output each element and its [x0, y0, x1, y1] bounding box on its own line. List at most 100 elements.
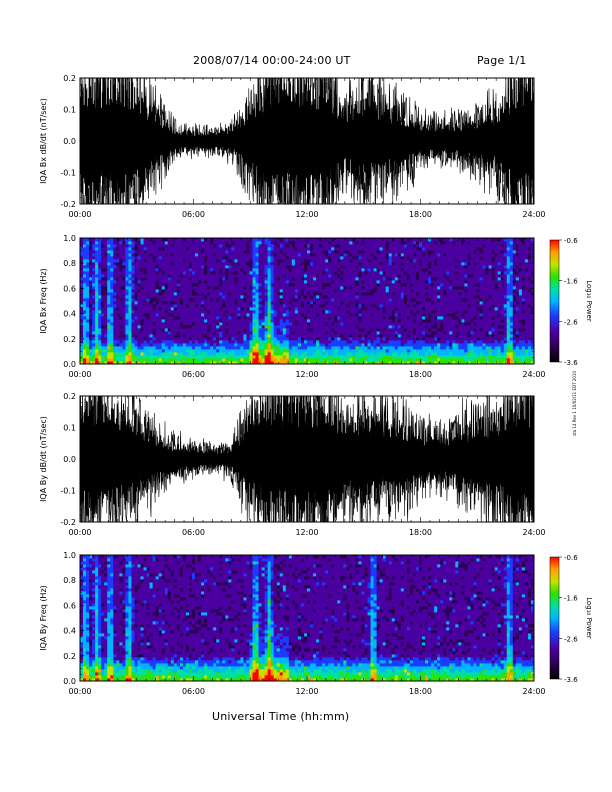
spectrogram-cell: [300, 310, 305, 314]
spectrogram-cell: [225, 283, 229, 287]
spectrogram-cell: [134, 319, 138, 323]
spectrogram-cell: [294, 295, 299, 299]
spectrogram-cell: [173, 316, 178, 320]
spectrogram-cell: [131, 292, 135, 296]
spectrogram-cell: [237, 307, 241, 311]
spectrogram-cell: [86, 301, 90, 305]
spectrogram-cell: [252, 319, 256, 323]
spectrogram-cell: [294, 289, 299, 293]
spectrogram-cell: [243, 238, 247, 242]
spectrogram-cell: [400, 304, 405, 308]
spectrogram-cell: [134, 268, 138, 272]
spectrogram-cell: [119, 361, 123, 364]
spectrogram-cell: [146, 256, 151, 260]
spectrogram-cell: [191, 301, 196, 305]
spectrogram-cell: [167, 301, 172, 305]
spectrogram-cell: [240, 319, 244, 323]
spectrogram-cell: [343, 271, 347, 275]
spectrogram-cell: [234, 340, 238, 344]
spectrogram-cell: [388, 319, 393, 323]
spectrogram-cell: [394, 328, 399, 332]
spectrogram-cell: [140, 304, 144, 308]
spectrogram-cell: [95, 358, 99, 362]
spectrogram-cell: [422, 247, 426, 251]
spectrogram-cell: [249, 274, 253, 278]
spectrogram-cell: [255, 325, 259, 329]
spectrogram-cell: [294, 277, 299, 281]
spectrogram-cell: [176, 286, 181, 290]
spectrogram-cell: [361, 286, 365, 290]
spectrogram-cell: [210, 334, 214, 338]
spectrogram-cell: [149, 301, 154, 305]
spectrogram-cell: [252, 343, 256, 347]
spectrogram-cell: [140, 331, 144, 335]
spectrogram-cell: [146, 298, 151, 302]
spectrogram-cell: [328, 244, 332, 248]
spectrogram-cell: [143, 238, 147, 242]
spectrogram-cell: [319, 298, 323, 302]
spectrogram-cell: [191, 340, 196, 344]
spectrogram-cell: [307, 331, 311, 335]
spectrogram-cell: [158, 256, 163, 260]
spectrogram-cell: [213, 337, 217, 341]
spectrogram-cell: [188, 238, 193, 242]
spectrogram-cell: [134, 307, 138, 311]
spectrogram-cell: [176, 259, 181, 263]
spectrogram-cell: [325, 346, 329, 350]
spectrogram-cell: [113, 358, 117, 362]
spectrogram-cell: [170, 280, 175, 284]
spectrogram-cell: [418, 325, 423, 329]
spectrogram-cell: [379, 334, 384, 338]
spectrogram-cell: [201, 295, 205, 299]
spectrogram-cell: [376, 337, 381, 341]
spectrogram-cell: [406, 286, 411, 290]
spectrogram-cell: [167, 358, 172, 362]
spectrogram-cell: [273, 250, 278, 254]
spectrogram-cell: [358, 343, 362, 347]
spectrogram-cell: [213, 343, 217, 347]
spectrogram-cell: [425, 265, 429, 269]
spectrogram-cell: [264, 271, 269, 275]
spectrogram-cell: [300, 331, 305, 335]
spectrogram-cell: [358, 340, 362, 344]
spectrogram-cell: [225, 355, 229, 359]
spectrogram-cell: [379, 331, 384, 335]
spectrogram-cell: [204, 295, 208, 299]
spectrogram-cell: [158, 277, 163, 281]
spectrogram-cell: [415, 250, 420, 254]
spectrogram-cell: [397, 250, 402, 254]
spectrogram-cell: [201, 340, 205, 344]
spectrogram-cell: [207, 271, 211, 275]
spectrogram-cell: [294, 331, 299, 335]
spectrogram-cell: [204, 313, 208, 317]
spectrogram-cell: [83, 352, 87, 356]
spectrogram-cell: [137, 292, 141, 296]
spectrogram-cell: [219, 319, 223, 323]
spectrogram-cell: [83, 322, 87, 326]
spectrogram-cell: [361, 238, 365, 242]
spectrogram-cell: [89, 358, 93, 362]
spectrogram-cell: [328, 337, 332, 341]
spectrogram-cell: [137, 331, 141, 335]
spectrogram-cell: [255, 322, 259, 326]
spectrogram-cell: [325, 310, 329, 314]
spectrogram-cell: [373, 265, 378, 269]
spectrogram-cell: [415, 322, 420, 326]
spectrogram-cell: [409, 322, 414, 326]
spectrogram-cell: [134, 316, 138, 320]
spectrogram-cell: [240, 244, 244, 248]
spectrogram-cell: [300, 262, 305, 266]
spectrogram-cell: [418, 343, 423, 347]
spectrogram-cell: [158, 328, 163, 332]
spectrogram-cell: [373, 313, 378, 317]
spectrogram-cell: [86, 331, 90, 335]
spectrogram-cell: [107, 289, 111, 293]
spectrogram-cell: [140, 277, 144, 281]
spectrogram-cell: [119, 304, 123, 308]
spectrogram-cell: [406, 301, 411, 305]
spectrogram-cell: [195, 259, 199, 263]
spectrogram-cell: [349, 265, 353, 269]
spectrogram-cell: [394, 286, 399, 290]
spectrogram-cell: [107, 331, 111, 335]
spectrogram-cell: [394, 289, 399, 293]
